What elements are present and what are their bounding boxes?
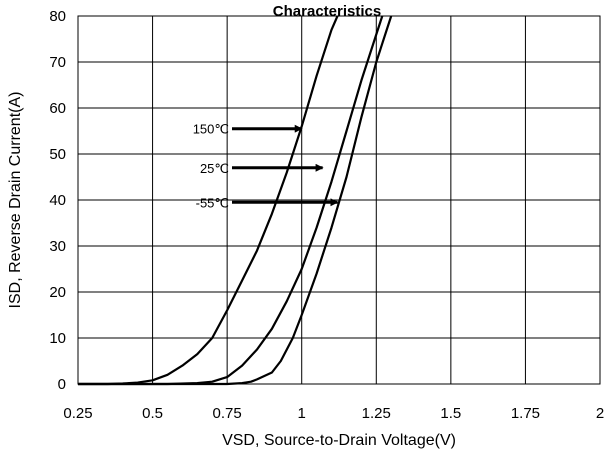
x-tick-label: 0.5 bbox=[142, 405, 163, 422]
y-tick-label: 30 bbox=[49, 238, 66, 255]
x-tick-label: 0.25 bbox=[63, 405, 92, 422]
x-tick-label: 0.75 bbox=[213, 405, 242, 422]
y-tick-label: 80 bbox=[49, 8, 66, 25]
chart-title: Characteristics bbox=[273, 3, 381, 20]
x-tick-label: 1.75 bbox=[511, 405, 540, 422]
y-tick-label: 40 bbox=[49, 192, 66, 209]
y-axis-title: ISD, Reverse Drain Current(A) bbox=[7, 92, 24, 309]
x-tick-label: 1.25 bbox=[362, 405, 391, 422]
y-tick-label: 20 bbox=[49, 284, 66, 301]
x-tick-label: 1 bbox=[298, 405, 306, 422]
x-tick-label: 2 bbox=[596, 405, 604, 422]
y-tick-label: 70 bbox=[49, 54, 66, 71]
annotations: 150℃ 25℃ -55℃ bbox=[193, 122, 339, 210]
series-line bbox=[78, 15, 339, 386]
y-tick-label: 50 bbox=[49, 146, 66, 163]
x-tick-label: 1.5 bbox=[440, 405, 461, 422]
annotation-label: -55℃ bbox=[196, 195, 229, 210]
annotation-label: 25℃ bbox=[200, 161, 229, 176]
x-axis-title: VSD, Source-to-Drain Voltage(V) bbox=[222, 432, 456, 449]
series-line bbox=[78, 15, 384, 386]
annotation-label: 150℃ bbox=[193, 122, 229, 137]
y-tick-label: 60 bbox=[49, 100, 66, 117]
series-line bbox=[78, 15, 393, 386]
tick-labels: 0.25 0.5 0.75 1 1.25 1.5 1.75 20102030405060708… bbox=[49, 8, 604, 422]
series-lines bbox=[78, 15, 393, 386]
y-tick-label: 0 bbox=[58, 376, 66, 393]
y-tick-label: 10 bbox=[49, 330, 66, 347]
